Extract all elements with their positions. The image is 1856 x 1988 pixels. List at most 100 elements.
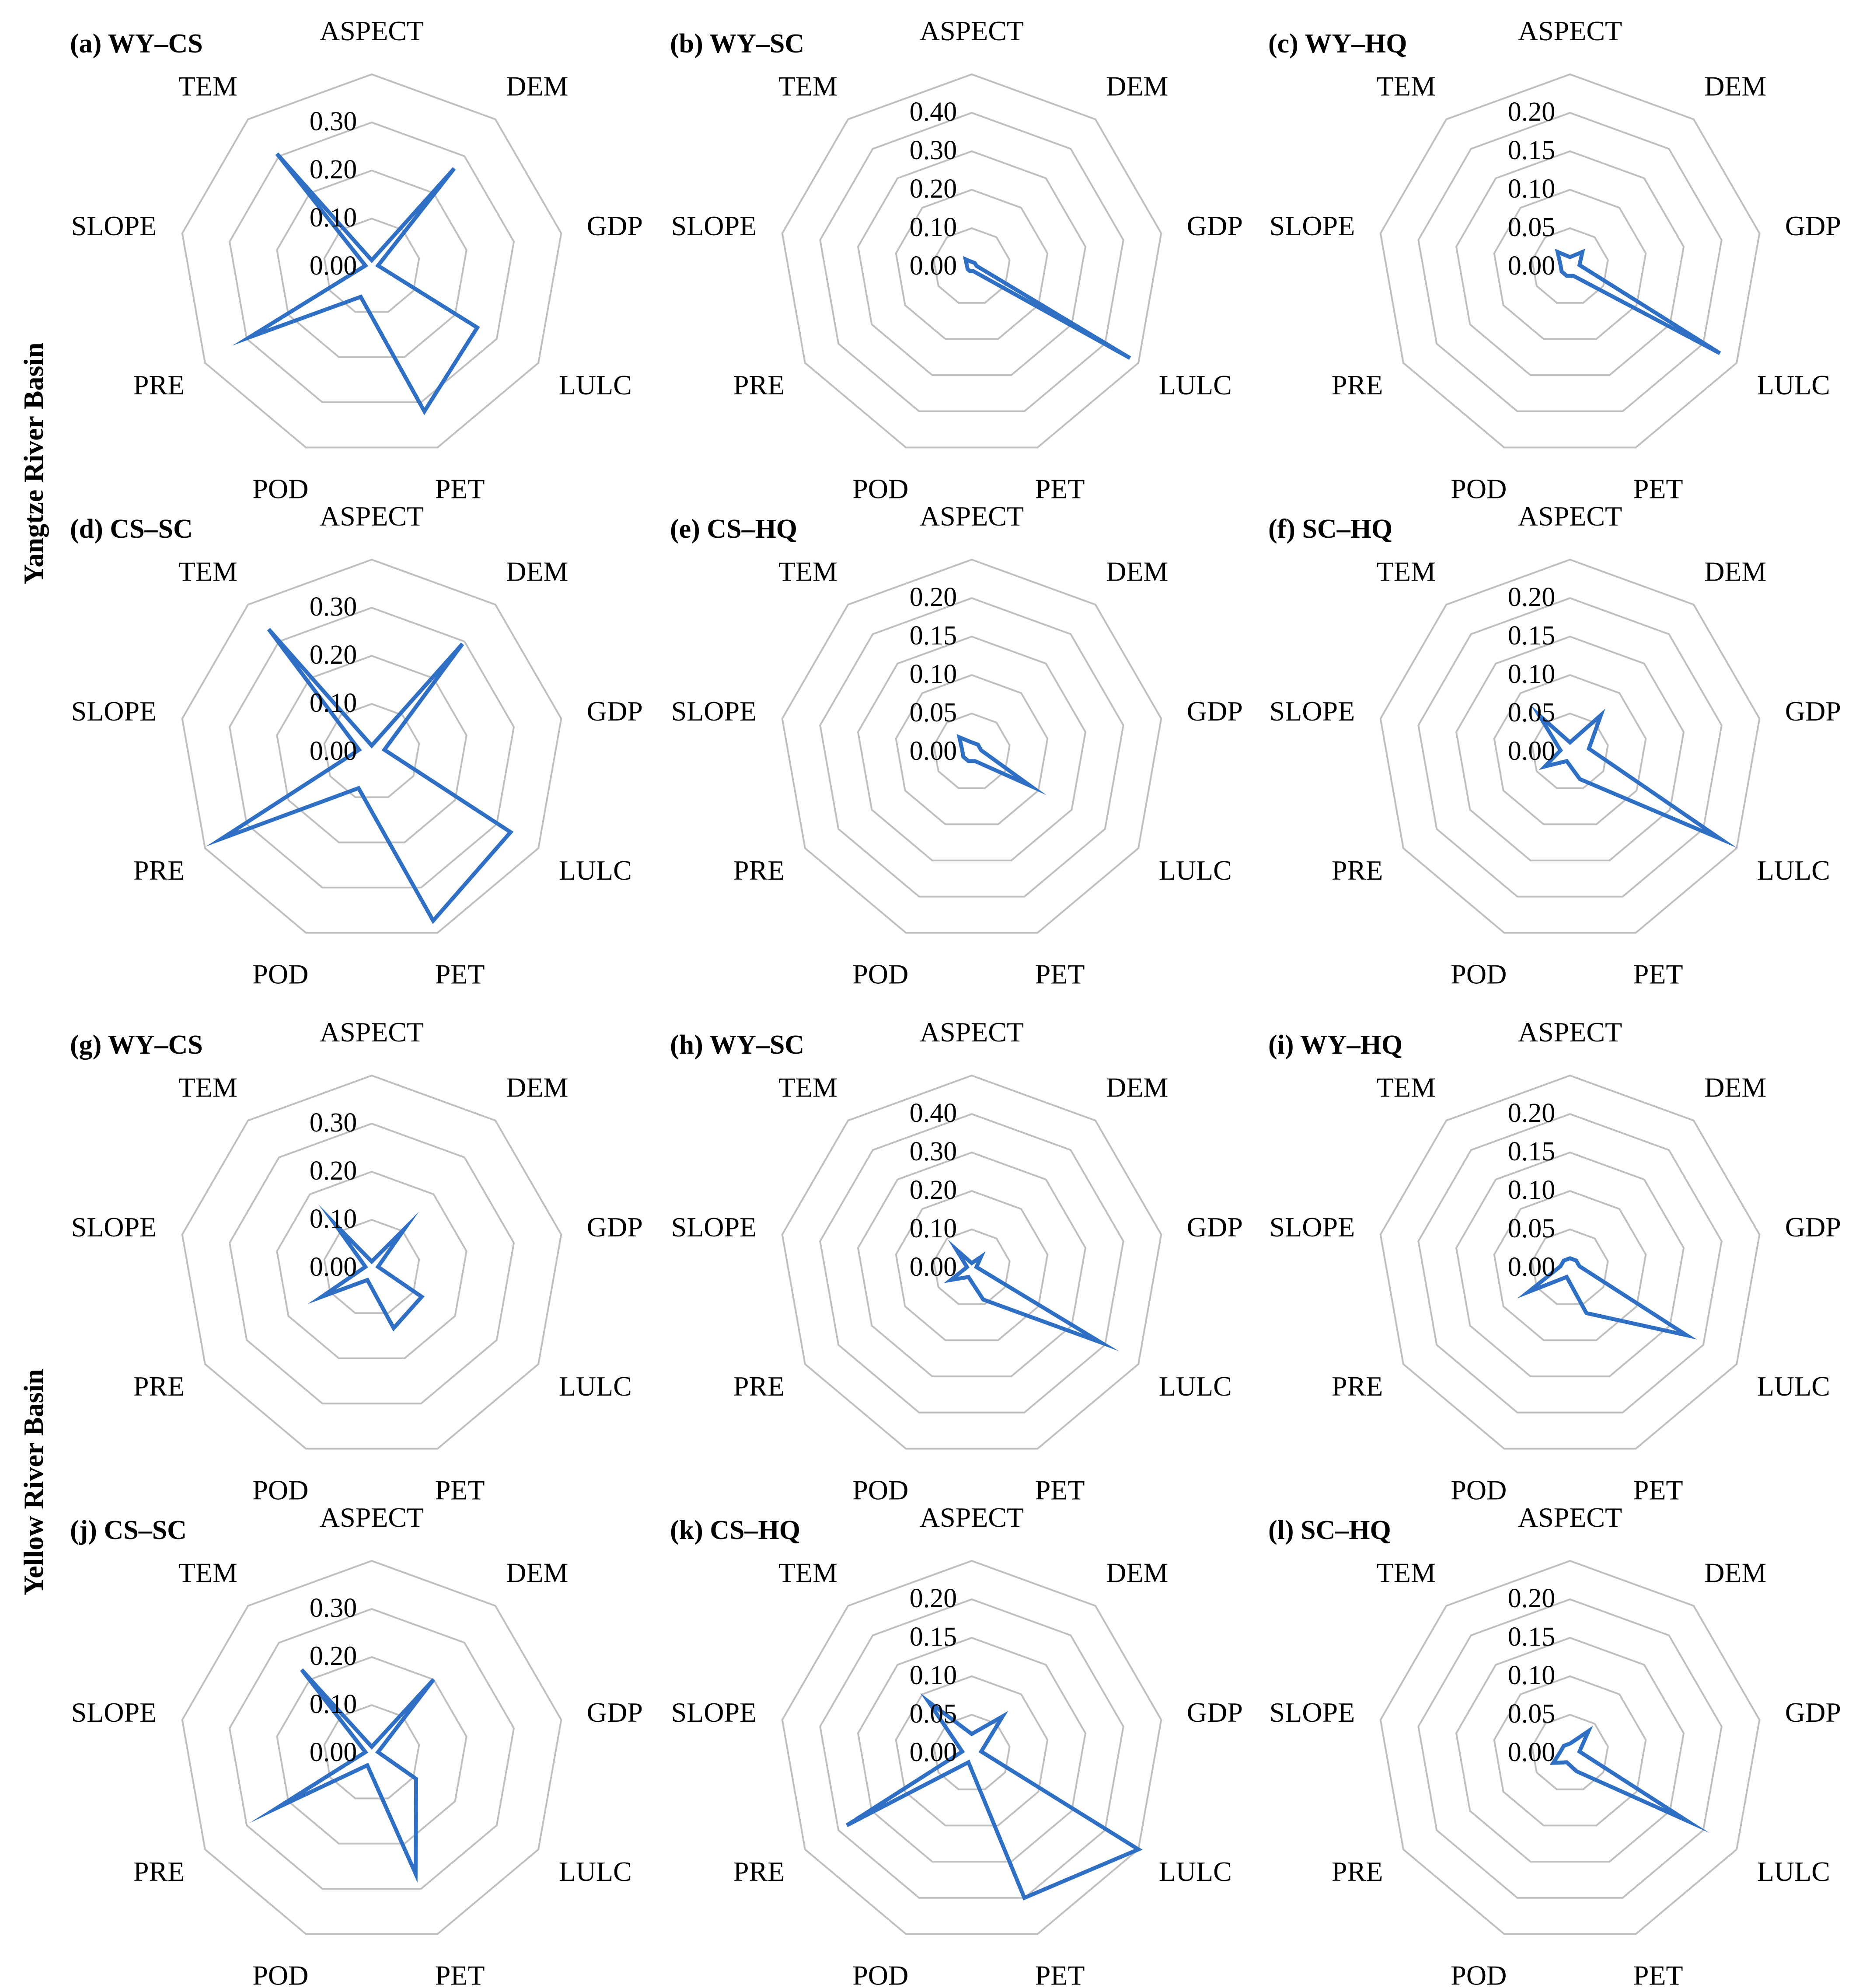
grid-ring	[1531, 1713, 1609, 1790]
tick-label: 0.00	[910, 1252, 957, 1282]
grid-ring	[781, 1560, 1162, 1935]
tick-label: 0.00	[910, 251, 957, 281]
panel-title: (g) WY–CS	[70, 1030, 203, 1060]
grid-ring	[228, 1122, 515, 1405]
grid-ring	[933, 1713, 1011, 1790]
axis-label-pre: PRE	[733, 369, 785, 400]
axis-label-pod: POD	[252, 1474, 308, 1505]
tick-label: 0.20	[310, 640, 357, 670]
radar-panels: 0.00 0.10 0.20 0.30 ASPECT DEM GDP LULC PET POD PR…	[70, 15, 1841, 1988]
tick-label: 0.15	[1508, 1137, 1556, 1166]
axis-label-lulc: LULC	[1757, 855, 1830, 886]
tick-label: 0.05	[1508, 1699, 1556, 1729]
panel-title: (b) WY–SC	[670, 29, 804, 59]
grid-ring	[181, 1074, 562, 1450]
axis-label-pre: PRE	[1332, 1856, 1383, 1887]
axis-label-pre: PRE	[133, 855, 185, 886]
tick-label: 0.10	[310, 688, 357, 718]
radar-panel-f-sc-hq: 0.00 0.05 0.10 0.15 0.20 ASPECT DEM GDP LULC PET P…	[1268, 501, 1841, 989]
axis-label-pet: PET	[435, 958, 485, 989]
axis-label-lulc: LULC	[1757, 1371, 1830, 1402]
axis-label-aspect: ASPECT	[320, 1017, 424, 1048]
axis-label-dem: DEM	[1106, 1557, 1168, 1588]
tick-label: 0.40	[910, 1098, 957, 1128]
axis-label-gdp: GDP	[587, 696, 643, 727]
tick-label: 0.00	[310, 1252, 357, 1282]
tick-label: 0.10	[1508, 1661, 1556, 1690]
axis-label-tem: TEM	[178, 1072, 237, 1103]
axis-label-slope: SLOPE	[71, 1697, 157, 1728]
tick-label: 0.20	[310, 1156, 357, 1186]
row-label-yangtze: Yangtze River Basin	[18, 342, 49, 584]
grid-ring	[228, 121, 515, 404]
axis-label-pre: PRE	[1332, 369, 1383, 400]
grid-ring	[1417, 597, 1723, 898]
axis-label-aspect: ASPECT	[320, 15, 424, 46]
tick-label: 0.40	[910, 97, 957, 127]
axis-label-pet: PET	[1035, 958, 1085, 989]
panel-title: (h) WY–SC	[670, 1030, 804, 1060]
grid-ring	[228, 606, 515, 889]
grid-ring	[1493, 674, 1647, 825]
grid-ring	[276, 1656, 467, 1845]
axis-label-pre: PRE	[733, 1856, 785, 1887]
axis-label-tem: TEM	[1377, 556, 1436, 587]
tick-label: 0.20	[1508, 582, 1556, 612]
axis-label-gdp: GDP	[1785, 1697, 1841, 1728]
tick-label: 0.20	[1508, 1098, 1556, 1128]
tick-label: 0.20	[910, 174, 957, 204]
axis-label-pet: PET	[1633, 473, 1683, 504]
tick-label: 0.05	[1508, 698, 1556, 728]
axis-label-pre: PRE	[133, 1856, 185, 1887]
series-polygon	[1555, 248, 1721, 355]
radar-panel-l-sc-hq: 0.00 0.05 0.10 0.15 0.20 ASPECT DEM GDP LULC PET P…	[1268, 1502, 1841, 1988]
axis-label-aspect: ASPECT	[320, 501, 424, 532]
tick-label: 0.15	[1508, 1622, 1556, 1652]
axis-label-gdp: GDP	[1785, 210, 1841, 241]
axis-label-dem: DEM	[506, 1072, 568, 1103]
axis-label-pre: PRE	[733, 855, 785, 886]
tick-label: 0.20	[910, 582, 957, 612]
axis-label-dem: DEM	[1106, 1072, 1168, 1103]
axis-label-dem: DEM	[1704, 1557, 1766, 1588]
grid-ring	[781, 1074, 1162, 1450]
grid-ring	[1493, 188, 1647, 340]
grid-ring	[895, 1190, 1049, 1341]
tick-label: 0.05	[1508, 212, 1556, 242]
grid-ring	[323, 703, 420, 798]
axis-label-pre: PRE	[733, 1371, 785, 1402]
axis-label-slope: SLOPE	[1270, 1697, 1355, 1728]
tick-label: 0.20	[910, 1584, 957, 1613]
axis-label-tem: TEM	[178, 556, 237, 587]
panel-title: (e) CS–HQ	[670, 514, 797, 544]
axis-label-dem: DEM	[1704, 556, 1766, 587]
axis-label-pet: PET	[1633, 1960, 1683, 1988]
grid-ring	[1493, 1190, 1647, 1341]
grid-ring	[1379, 73, 1761, 449]
grid-ring	[276, 169, 467, 358]
axis-label-gdp: GDP	[1785, 696, 1841, 727]
axis-label-lulc: LULC	[559, 369, 632, 400]
axis-label-dem: DEM	[1704, 1072, 1766, 1103]
axis-label-pre: PRE	[1332, 1371, 1383, 1402]
tick-label: 0.15	[910, 621, 957, 651]
axis-label-tem: TEM	[1377, 1557, 1436, 1588]
grid-ring	[1417, 111, 1723, 412]
axis-label-lulc: LULC	[559, 855, 632, 886]
grid-ring	[1531, 1228, 1609, 1305]
grid-ring	[181, 73, 562, 449]
radar-panel-e-cs-hq: 0.00 0.05 0.10 0.15 0.20 ASPECT DEM GDP LULC PET P…	[670, 501, 1243, 989]
grid-ring	[323, 217, 420, 313]
grid-ring	[276, 1170, 467, 1359]
axis-label-slope: SLOPE	[1270, 696, 1355, 727]
axis-label-tem: TEM	[778, 1072, 837, 1103]
series-polygon	[307, 1204, 425, 1332]
axis-label-slope: SLOPE	[1270, 1212, 1355, 1243]
axis-label-dem: DEM	[1106, 556, 1168, 587]
tick-label: 0.10	[1508, 659, 1556, 689]
grid-ring	[819, 1598, 1124, 1899]
tick-label: 0.10	[910, 1661, 957, 1690]
grid-ring	[895, 674, 1049, 825]
tick-label: 0.10	[1508, 1175, 1556, 1205]
